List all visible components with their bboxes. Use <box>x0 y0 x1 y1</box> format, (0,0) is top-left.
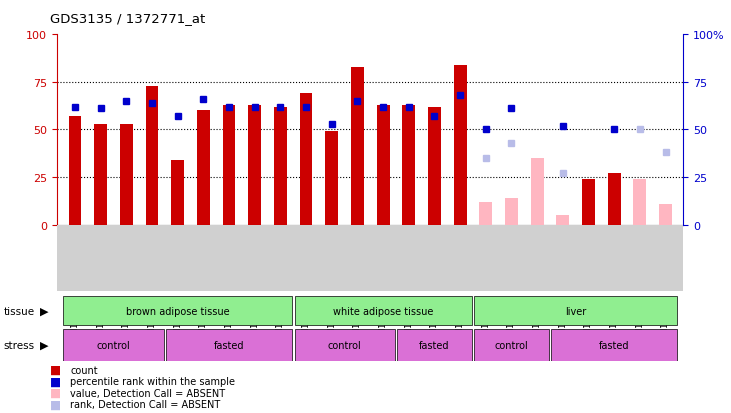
Text: brown adipose tissue: brown adipose tissue <box>126 306 230 316</box>
Bar <box>69 117 81 225</box>
Bar <box>223 105 235 225</box>
Text: stress: stress <box>4 340 35 350</box>
Bar <box>474 296 677 325</box>
Bar <box>64 296 292 325</box>
Text: ■: ■ <box>50 363 61 376</box>
Text: ▶: ▶ <box>40 340 49 350</box>
Bar <box>197 111 210 225</box>
Bar <box>454 66 466 225</box>
Bar <box>397 329 471 361</box>
Text: white adipose tissue: white adipose tissue <box>333 306 433 316</box>
Bar <box>531 159 544 225</box>
Bar <box>474 329 549 361</box>
Bar <box>295 329 395 361</box>
Text: control: control <box>495 340 529 350</box>
Bar <box>171 161 184 225</box>
Bar <box>64 329 164 361</box>
Bar <box>634 180 646 225</box>
Text: ▶: ▶ <box>40 306 49 316</box>
Bar <box>402 105 415 225</box>
Text: control: control <box>96 340 130 350</box>
Text: GDS3135 / 1372771_at: GDS3135 / 1372771_at <box>50 12 205 25</box>
Text: ■: ■ <box>50 375 61 388</box>
Bar <box>166 329 292 361</box>
Bar <box>249 105 261 225</box>
Text: fasted: fasted <box>213 340 244 350</box>
Bar <box>551 329 677 361</box>
Bar <box>582 180 595 225</box>
Text: value, Detection Call = ABSENT: value, Detection Call = ABSENT <box>70 388 225 398</box>
Text: ■: ■ <box>50 398 61 411</box>
Bar <box>607 174 621 225</box>
Text: control: control <box>327 340 361 350</box>
Bar <box>145 86 159 225</box>
Text: tissue: tissue <box>4 306 35 316</box>
Bar <box>480 202 492 225</box>
Bar <box>505 199 518 225</box>
Text: count: count <box>70 365 98 375</box>
Text: fasted: fasted <box>419 340 450 350</box>
Bar <box>300 94 312 225</box>
Bar <box>428 107 441 225</box>
Text: percentile rank within the sample: percentile rank within the sample <box>70 376 235 386</box>
Bar <box>274 107 287 225</box>
Bar <box>295 296 471 325</box>
Text: fasted: fasted <box>599 340 629 350</box>
Bar <box>659 204 672 225</box>
Bar <box>351 67 364 225</box>
Text: ■: ■ <box>50 386 61 399</box>
Text: liver: liver <box>565 306 586 316</box>
Text: rank, Detection Call = ABSENT: rank, Detection Call = ABSENT <box>70 399 221 409</box>
Bar <box>120 124 133 225</box>
Bar <box>556 216 569 225</box>
Bar <box>94 124 107 225</box>
Bar <box>325 132 338 225</box>
Bar <box>376 105 390 225</box>
